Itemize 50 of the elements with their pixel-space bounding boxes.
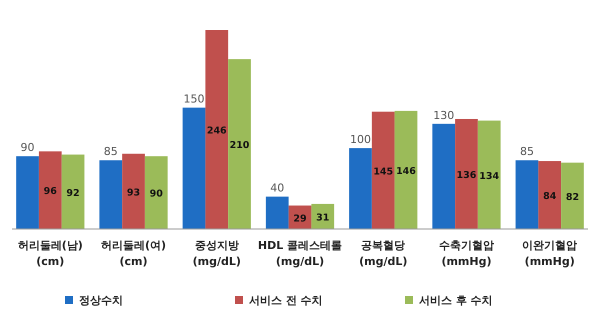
bar bbox=[182, 108, 206, 229]
bar bbox=[62, 154, 84, 229]
data-label: 90 bbox=[20, 141, 35, 154]
data-label: 130 bbox=[433, 108, 454, 122]
data-label: 82 bbox=[566, 192, 580, 203]
bar bbox=[16, 156, 39, 229]
data-label: 146 bbox=[396, 166, 416, 177]
data-label: 134 bbox=[479, 170, 500, 182]
data-label: 150 bbox=[184, 92, 205, 106]
bar bbox=[478, 120, 501, 229]
bar bbox=[394, 110, 418, 229]
bar bbox=[122, 154, 145, 229]
data-label: 85 bbox=[520, 145, 534, 158]
x-tick-label: 수축기혈압 (mmHg) bbox=[438, 239, 494, 268]
data-label: 145 bbox=[373, 166, 394, 178]
data-label: 136 bbox=[456, 170, 477, 181]
bar bbox=[349, 148, 372, 229]
data-label: 246 bbox=[206, 126, 228, 136]
legend-label: 서비스 전 수치 bbox=[249, 294, 323, 307]
bar bbox=[455, 118, 478, 229]
bar bbox=[432, 124, 456, 229]
bar bbox=[561, 162, 584, 229]
bar bbox=[99, 160, 122, 229]
x-tick-label: 공복혈당 (mg/dL) bbox=[359, 239, 408, 268]
data-label: 31 bbox=[316, 212, 330, 224]
x-tick-label: 허리둘레(남) (cm) bbox=[18, 239, 83, 268]
data-label: 96 bbox=[44, 186, 58, 198]
bar bbox=[372, 112, 395, 229]
x-tick-label: HDL 콜레스테롤 (mg/dL) bbox=[258, 239, 342, 268]
data-label: 92 bbox=[66, 188, 80, 199]
x-tick-label: 허리둘레(여) (cm) bbox=[100, 239, 166, 268]
legend-label: 서비스 후 수치 bbox=[419, 294, 493, 307]
data-label: 85 bbox=[104, 145, 118, 158]
legend-label: 정상수치 bbox=[79, 294, 123, 307]
data-label: 84 bbox=[543, 191, 557, 202]
bar bbox=[38, 151, 62, 229]
bar bbox=[266, 196, 289, 229]
data-label: 29 bbox=[293, 213, 307, 224]
data-label: 90 bbox=[150, 188, 164, 200]
bar bbox=[228, 59, 251, 229]
data-label: 100 bbox=[350, 133, 371, 146]
bar bbox=[205, 30, 228, 229]
bar bbox=[538, 161, 562, 229]
x-tick-label: 이완기혈압 (mmHg) bbox=[522, 239, 578, 268]
x-tick-label: 중성지방 (mg/dL) bbox=[192, 239, 241, 268]
data-label: 93 bbox=[126, 187, 140, 198]
data-label: 40 bbox=[270, 182, 284, 195]
bar bbox=[516, 160, 538, 229]
data-label: 210 bbox=[230, 140, 250, 152]
bar bbox=[144, 156, 168, 229]
